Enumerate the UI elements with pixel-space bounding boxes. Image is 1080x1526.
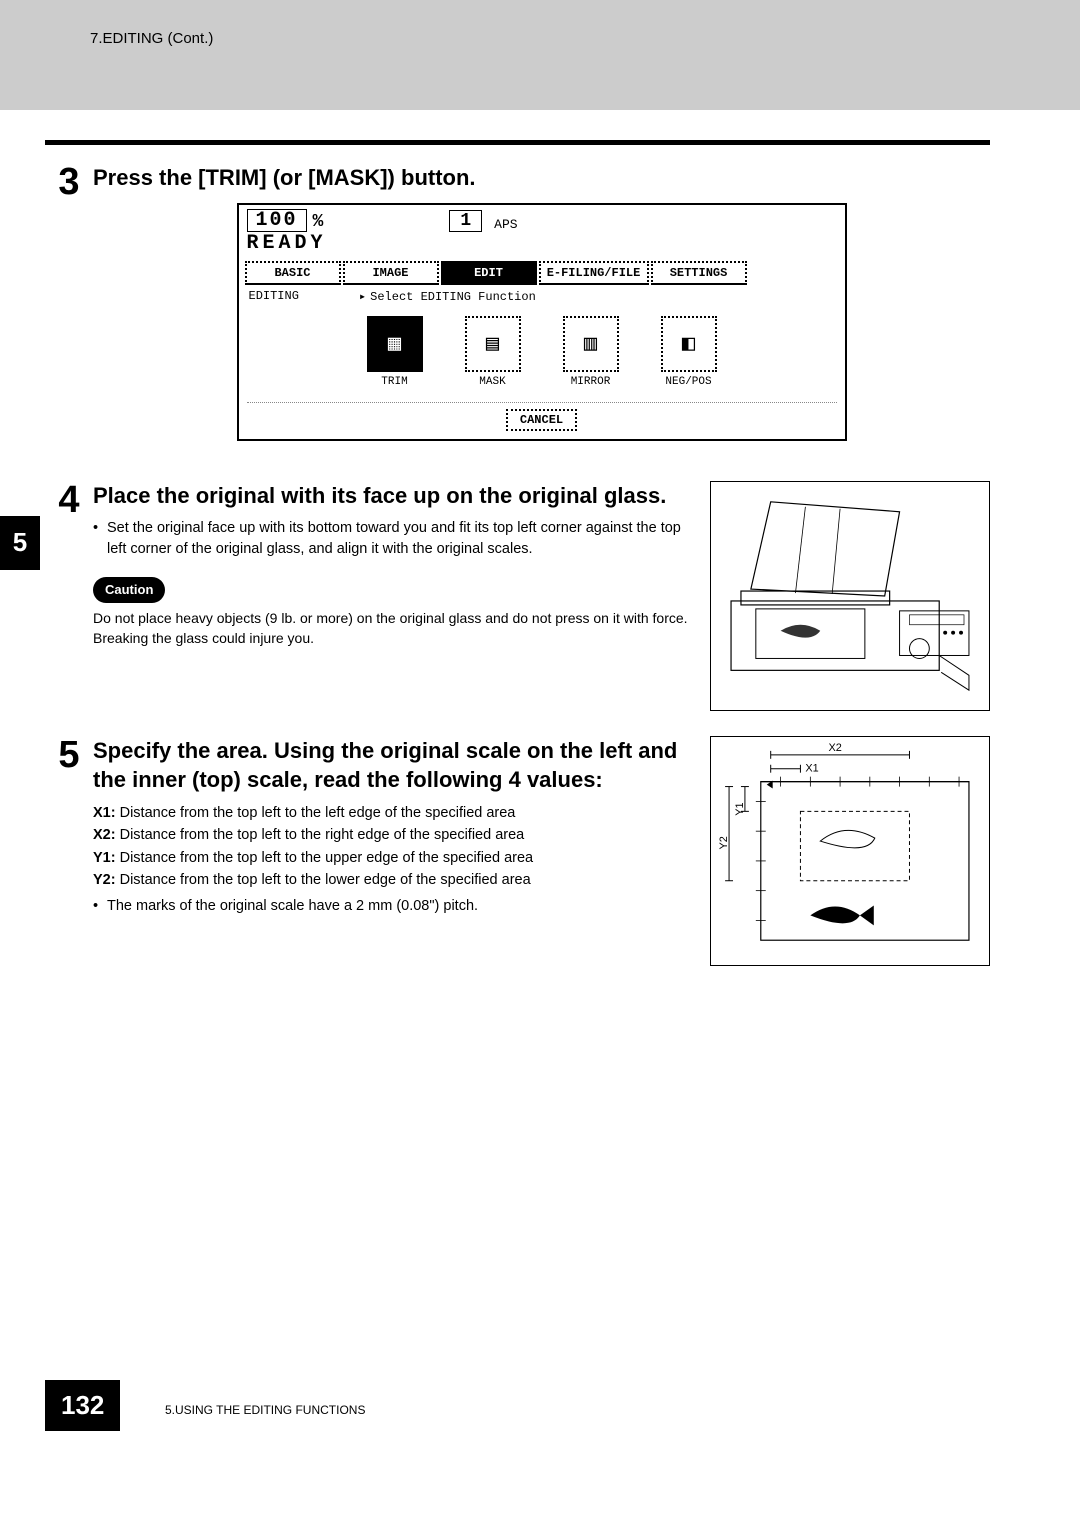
func-icon: ▥ <box>563 316 619 372</box>
step-number: 5 <box>45 736 93 971</box>
step-3: 3 Press the [TRIM] (or [MASK]) button. 1… <box>45 163 990 461</box>
lcd-zoom: 100 <box>247 209 307 232</box>
definitions: X1: Distance from the top left to the le… <box>93 803 688 890</box>
func-label: MIRROR <box>556 376 626 388</box>
divider <box>45 140 990 145</box>
label-y2: Y2 <box>718 836 730 849</box>
step-title: Press the [TRIM] (or [MASK]) button. <box>93 163 990 193</box>
lcd-funcs: ▦ TRIM ▤ MASK ▥ MIRROR ◧ NEG/POS <box>239 308 845 402</box>
header-band: 7.EDITING (Cont.) <box>0 0 1080 110</box>
func-label: MASK <box>458 376 528 388</box>
lcd-func-mask[interactable]: ▤ MASK <box>458 316 528 388</box>
footer: 132 5.USING THE EDITING FUNCTIONS <box>45 1371 990 1431</box>
footer-text: 5.USING THE EDITING FUNCTIONS <box>165 1403 365 1417</box>
definition: Y2: Distance from the top left to the lo… <box>93 870 688 890</box>
lcd-tab-settings[interactable]: SETTINGS <box>651 261 747 285</box>
lcd-aps: APS <box>494 217 517 232</box>
lcd-tab-basic[interactable]: BASIC <box>245 261 341 285</box>
step-4: 5 4 Place the original with its face up … <box>45 481 990 716</box>
step-number: 3 <box>45 163 93 461</box>
page-number: 132 <box>45 1380 120 1431</box>
step-number: 4 <box>45 481 93 716</box>
step-title: Specify the area. Using the original sca… <box>93 736 688 795</box>
func-label: TRIM <box>360 376 430 388</box>
coord-figure: X2 X1 Y1 Y2 <box>710 736 990 971</box>
chapter-tab: 5 <box>0 516 40 570</box>
lcd-copies: 1 <box>449 210 482 232</box>
lcd-percent: % <box>313 212 324 232</box>
lcd-func-negpos[interactable]: ◧ NEG/POS <box>654 316 724 388</box>
step-5: 5 Specify the area. Using the original s… <box>45 736 990 971</box>
definition: X2: Distance from the top left to the ri… <box>93 825 688 845</box>
lcd-tab-edit[interactable]: EDIT <box>441 261 537 285</box>
lcd-func-trim[interactable]: ▦ TRIM <box>360 316 430 388</box>
caution-badge: Caution <box>93 577 165 603</box>
lcd-ready: READY <box>239 232 845 261</box>
lcd-mode-label: EDITING <box>249 289 299 304</box>
label-x2: X2 <box>828 742 841 754</box>
lcd-func-mirror[interactable]: ▥ MIRROR <box>556 316 626 388</box>
copier-figure <box>710 481 990 716</box>
definition: X1: Distance from the top left to the le… <box>93 803 688 823</box>
lcd-cancel-button[interactable]: CANCEL <box>506 409 577 431</box>
lcd-figure: 100 % 1 APS READY BASICIMAGEEDITE-FILING… <box>237 203 847 441</box>
lcd-tabs: BASICIMAGEEDITE-FILING/FILESETTINGS <box>239 261 845 285</box>
lcd-tab-efilingfile[interactable]: E-FILING/FILE <box>539 261 649 285</box>
breadcrumb: 7.EDITING (Cont.) <box>90 30 213 47</box>
func-label: NEG/POS <box>654 376 724 388</box>
label-x1: X1 <box>805 762 818 774</box>
step5-bullet: The marks of the original scale have a 2… <box>93 896 688 916</box>
label-y1: Y1 <box>734 802 746 815</box>
lcd-tab-image[interactable]: IMAGE <box>343 261 439 285</box>
step4-bullet: Set the original face up with its bottom… <box>93 518 688 559</box>
func-icon: ▦ <box>367 316 423 372</box>
content-area: 3 Press the [TRIM] (or [MASK]) button. 1… <box>0 110 1080 1431</box>
definition: Y1: Distance from the top left to the up… <box>93 848 688 868</box>
step-title: Place the original with its face up on t… <box>93 481 688 511</box>
func-icon: ▤ <box>465 316 521 372</box>
caution-text: Do not place heavy objects (9 lb. or mor… <box>93 609 688 648</box>
func-icon: ◧ <box>661 316 717 372</box>
lcd-prompt: Select EDITING Function <box>359 289 536 304</box>
